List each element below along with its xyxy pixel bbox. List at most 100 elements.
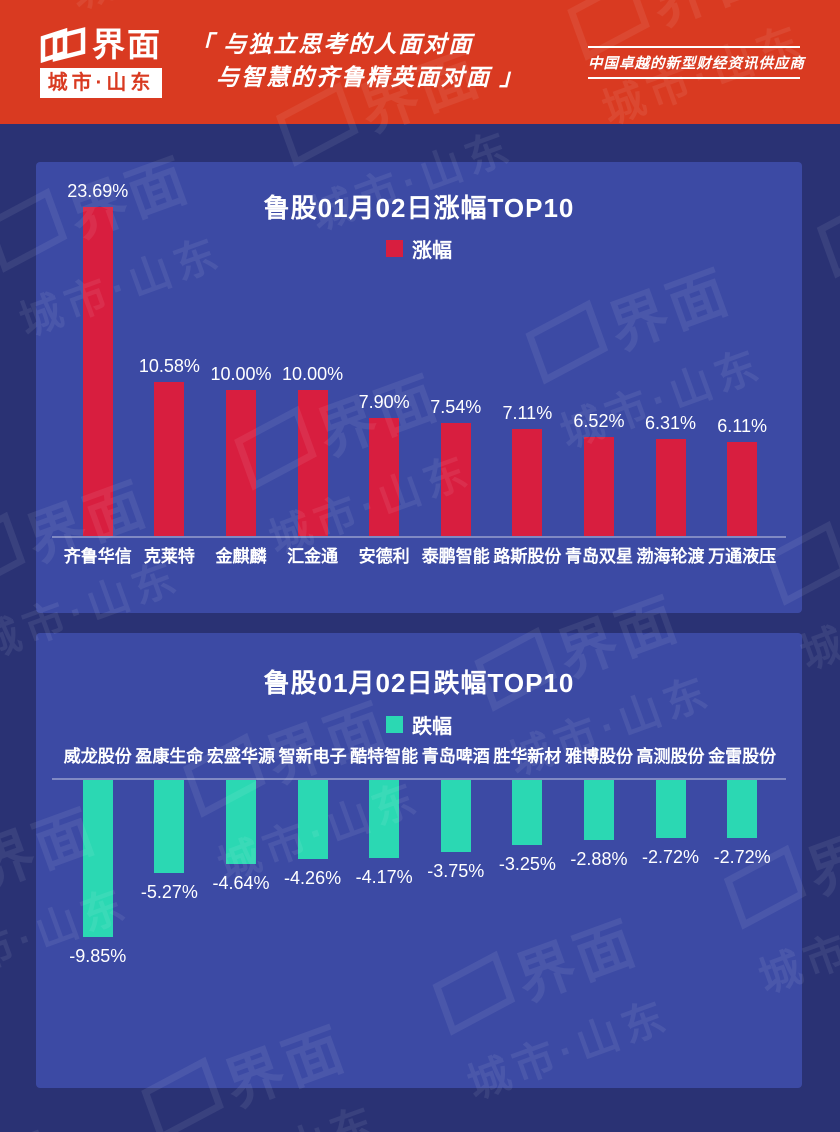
category-label: 齐鲁华信	[63, 547, 132, 566]
bar-column: 10.00%	[277, 162, 349, 536]
slogan-line-1: 「 与独立思考的人面对面	[190, 28, 524, 61]
bar	[154, 382, 185, 536]
slogan-line-2: 与智慧的齐鲁精英面对面 」	[190, 61, 524, 94]
category-label: 智新电子	[278, 747, 347, 766]
bar	[369, 418, 400, 536]
category-label: 盈康生命	[135, 747, 204, 766]
watermark-frame-icon	[816, 193, 840, 279]
category-label: 安德利	[358, 547, 410, 566]
bar-value-label: 6.11%	[717, 416, 767, 436]
bar	[512, 429, 543, 536]
bar-value-label: -9.85%	[69, 946, 127, 966]
bar-value-label: -2.88%	[570, 849, 628, 869]
bar-column: 6.31%	[635, 162, 707, 536]
watermark-logo-row: 界面	[666, 1085, 840, 1132]
watermark-region-text: 城市·山东	[0, 295, 21, 455]
bar-column: 10.58%	[134, 162, 206, 536]
losers-chart-title: 鲁股01月02日跌幅TOP10	[263, 668, 575, 698]
losers-legend-swatch	[386, 716, 403, 733]
category-label: 泰鹏智能	[421, 547, 490, 566]
gainers-chart-title: 鲁股01月02日涨幅TOP10	[263, 193, 575, 223]
gainers-legend-swatch	[386, 240, 403, 257]
bar	[727, 780, 758, 838]
bar	[154, 780, 185, 873]
bar-value-label: -2.72%	[713, 847, 771, 867]
bar	[655, 780, 686, 838]
category-label: 渤海轮渡	[636, 547, 705, 566]
bracket-open: 「	[190, 31, 215, 57]
bar-column: -3.25%	[492, 780, 564, 874]
jiemian-logo-icon	[40, 27, 86, 63]
category-label: 青岛双星	[564, 547, 633, 566]
brand-logo-top: 界面	[40, 27, 162, 63]
category-label: 汇金通	[287, 547, 339, 566]
bar	[440, 423, 471, 536]
bar-value-label: 7.54%	[430, 397, 482, 417]
bar	[583, 780, 614, 840]
bar-column: 7.54%	[420, 162, 492, 536]
watermark-logo-text: 界面	[836, 466, 840, 587]
category-label: 金雷股份	[708, 747, 777, 766]
bracket-close: 」	[499, 64, 525, 90]
watermark-frame-icon	[0, 511, 26, 597]
category-label: 雅博股份	[564, 747, 633, 766]
bar-value-label: 6.31%	[645, 413, 697, 433]
bar-column: -4.26%	[277, 780, 349, 888]
gainers-plot-area: 23.69% 10.58% 10.00% 10.00% 7.90% 7.54% 7.11% 6…	[62, 162, 778, 536]
bar-value-label: -2.72%	[642, 847, 700, 867]
bar-value-label: 10.58%	[138, 356, 200, 376]
category-label: 克莱特	[143, 547, 195, 566]
bar-column: -2.72%	[635, 780, 707, 867]
bar	[82, 207, 113, 536]
bar	[583, 437, 614, 536]
bar-column: -4.64%	[205, 780, 277, 893]
bar-column: -5.27%	[134, 780, 206, 902]
bar	[297, 390, 328, 536]
bar-value-label: 7.90%	[358, 392, 410, 412]
bar-column: 23.69%	[62, 162, 134, 536]
bar	[369, 780, 400, 858]
bar-column: -2.72%	[706, 780, 778, 867]
bar	[727, 442, 758, 536]
bar-column: 6.11%	[706, 162, 778, 536]
bar	[440, 780, 471, 852]
bar-value-label: 10.00%	[282, 364, 344, 384]
losers-chart-panel: 鲁股01月02日跌幅TOP10 跌幅 威龙股份 盈康生命 宏盛华源 智新电子 酷特智能青…	[36, 633, 802, 1088]
bar-value-label: -5.27%	[140, 882, 198, 902]
losers-axis-line	[52, 778, 786, 780]
bar-column: -4.17%	[348, 780, 420, 887]
bar-value-label: 10.00%	[210, 364, 272, 384]
brand-logo: 界面 城市·山东	[40, 27, 162, 98]
brand-region-label: 城市·山东	[40, 68, 162, 98]
bar-value-label: 7.11%	[502, 403, 553, 423]
gainers-chart-panel: 鲁股01月02日涨幅TOP10 涨幅 23.69% 10.58% 10.00% 10.…	[36, 162, 802, 613]
header-tagline: 中国卓越的新型财经资讯供应商	[588, 46, 804, 79]
bar	[297, 780, 328, 859]
header-slogan: 「 与独立思考的人面对面 与智慧的齐鲁精英面对面 」	[190, 28, 524, 94]
losers-plot-area: -9.85% -5.27% -4.64% -4.26% -4.17% -3.75% -3.2…	[62, 780, 778, 1070]
bar-column: -3.75%	[420, 780, 492, 881]
bar-column: 7.90%	[348, 162, 420, 536]
category-label: 威龙股份	[63, 747, 132, 766]
watermark-logo-text: 界面	[0, 1108, 65, 1132]
bar-column: -9.85%	[62, 780, 134, 966]
bar-column: -2.88%	[563, 780, 635, 869]
bar-value-label: -4.26%	[284, 868, 342, 888]
bar-value-label: -4.64%	[212, 873, 270, 893]
bar-column: 6.52%	[563, 162, 635, 536]
category-label: 金麒麟	[215, 547, 267, 566]
category-label: 酷特智能	[350, 747, 419, 766]
category-label: 宏盛华源	[206, 747, 275, 766]
gainers-legend: 涨幅	[36, 234, 802, 263]
losers-category-row: 威龙股份 盈康生命 宏盛华源 智新电子 酷特智能 青岛啤酒 胜华新材 雅博股份 高测股份 金雷股份	[62, 745, 778, 769]
bar-column: 10.00%	[205, 162, 277, 536]
losers-legend: 跌幅	[36, 710, 802, 739]
gainers-category-row: 齐鲁华信 克莱特 金麒麟 汇金通 安德利 泰鹏智能 路斯股份 青岛双星 渤海轮渡 万通液压	[62, 545, 778, 569]
watermark-logo-row: 界面	[810, 106, 840, 288]
category-label: 青岛啤酒	[421, 747, 490, 766]
gainers-axis-line	[52, 536, 786, 538]
